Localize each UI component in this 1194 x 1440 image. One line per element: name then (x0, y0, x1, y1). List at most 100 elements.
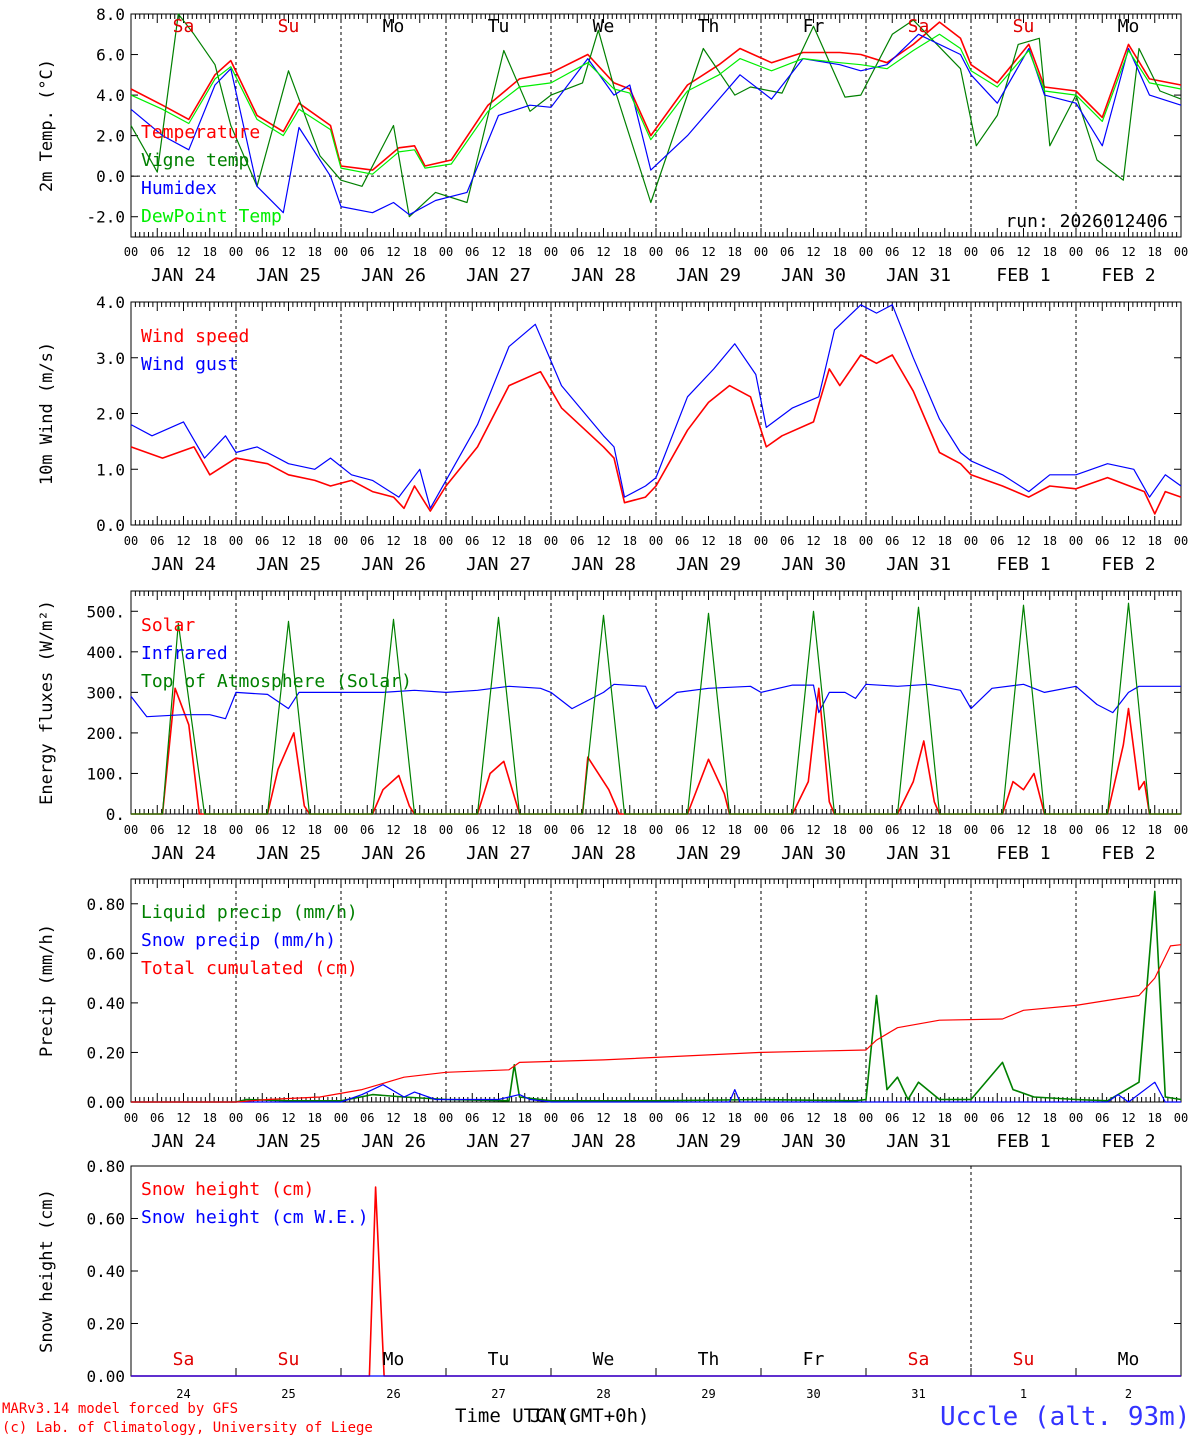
hour-label: 00 (649, 1111, 663, 1125)
hour-label: 00 (1069, 534, 1083, 548)
day-number-label: 26 (386, 1387, 400, 1401)
date-label: JAN 31 (886, 1131, 951, 1152)
series-line-top-of-atmosphere-solar- (131, 602, 1181, 815)
date-label: FEB 1 (996, 554, 1050, 575)
hour-label: 00 (649, 534, 663, 548)
hour-label: 12 (491, 823, 505, 837)
panel-2: 4.0 3.0 2.0 1.0 0.0 10m Wind (m/s) Wind speed W… (37, 293, 1188, 575)
hour-label: 00 (964, 1111, 978, 1125)
hour-label: 12 (176, 823, 190, 837)
hour-label: 18 (203, 534, 217, 548)
date-label: JAN 25 (256, 843, 321, 864)
hour-label: 12 (911, 823, 925, 837)
hour-label: 00 (334, 1111, 348, 1125)
hour-label: 06 (780, 823, 794, 837)
date-label: JAN 25 (256, 1131, 321, 1152)
hour-label: 12 (596, 534, 610, 548)
hour-label: 18 (833, 534, 847, 548)
day-of-week-label: Su (1013, 1349, 1035, 1370)
panel-1: 8.0 6.0 4.0 2.0 0.0 -2.0 2m Temp. (°C) Temperat… (37, 5, 1188, 286)
series-line-snow-precip-mm-h- (131, 1081, 1181, 1103)
hour-label: 06 (1095, 1111, 1109, 1125)
y-tick-label: 4.0 (96, 293, 125, 312)
date-label: FEB 1 (996, 1131, 1050, 1152)
hour-label: 00 (229, 534, 243, 548)
day-of-week-label: We (593, 16, 615, 37)
hour-label: 12 (386, 823, 400, 837)
hour-label: 00 (859, 1111, 873, 1125)
date-label: FEB 1 (996, 843, 1050, 864)
hour-label: 12 (806, 534, 820, 548)
hour-label: 18 (1148, 245, 1162, 259)
date-label: JAN 25 (256, 554, 321, 575)
hour-label: 12 (701, 1111, 715, 1125)
date-label: FEB 2 (1101, 843, 1155, 864)
series-line-temperature (130, 21, 1182, 171)
hour-label: 06 (360, 1111, 374, 1125)
hour-label: 18 (203, 823, 217, 837)
y-axis-label: 10m Wind (m/s) (37, 342, 57, 485)
hour-label: 12 (911, 245, 925, 259)
legend-entry: Top of Atmosphere (Solar) (141, 671, 412, 692)
hour-label: 00 (229, 1111, 243, 1125)
hour-label: 18 (623, 1111, 637, 1125)
hour-label: 00 (754, 1111, 768, 1125)
date-label: JAN 26 (361, 265, 426, 286)
day-of-week-label: Mo (1118, 16, 1140, 37)
hour-label: 12 (1016, 1111, 1030, 1125)
hour-label: 06 (675, 534, 689, 548)
hour-label: 06 (360, 534, 374, 548)
hour-label: 00 (334, 823, 348, 837)
y-tick-label: 0.40 (86, 994, 125, 1013)
hour-label: 06 (150, 245, 164, 259)
hour-label: 12 (1016, 823, 1030, 837)
hour-label: 18 (413, 245, 427, 259)
hour-label: 18 (1148, 823, 1162, 837)
hour-label: 06 (360, 245, 374, 259)
hour-label: 18 (308, 823, 322, 837)
hour-label: 00 (859, 823, 873, 837)
day-of-week-label: Tu (488, 1349, 510, 1370)
hour-label: 18 (938, 245, 952, 259)
y-tick-label: 6.0 (96, 46, 125, 65)
date-label: JAN 27 (466, 265, 531, 286)
hour-label: 00 (754, 245, 768, 259)
hour-label: 00 (124, 534, 138, 548)
hour-label: 12 (911, 534, 925, 548)
date-label: JAN 29 (676, 843, 741, 864)
hour-label: 00 (1069, 1111, 1083, 1125)
hour-label: 06 (990, 245, 1004, 259)
day-number-label: 30 (806, 1387, 820, 1401)
hour-label: 12 (386, 245, 400, 259)
hour-label: 12 (281, 534, 295, 548)
date-label: JAN 27 (466, 1131, 531, 1152)
hour-label: 18 (1043, 1111, 1057, 1125)
y-tick-label: 500. (86, 602, 125, 621)
y-axis-label: 2m Temp. (°C) (37, 59, 57, 192)
hour-label: 00 (964, 245, 978, 259)
hour-label: 06 (885, 823, 899, 837)
hour-label: 00 (544, 1111, 558, 1125)
hour-label: 12 (281, 245, 295, 259)
date-label: JAN 24 (151, 554, 216, 575)
day-of-week-label: Sa (908, 1349, 930, 1370)
y-tick-label: 0.0 (96, 516, 125, 535)
day-number-label: 2 (1125, 1387, 1132, 1401)
hour-label: 06 (255, 534, 269, 548)
date-label: JAN 30 (781, 843, 846, 864)
hour-label: 18 (728, 1111, 742, 1125)
hour-label: 12 (176, 245, 190, 259)
day-of-week-label: Tu (488, 16, 510, 37)
hour-label: 18 (623, 245, 637, 259)
hour-label: 12 (176, 534, 190, 548)
y-tick-label: 1.0 (96, 460, 125, 479)
hour-label: 18 (518, 823, 532, 837)
hour-label: 00 (544, 823, 558, 837)
legend-entry: Total cumulated (cm) (141, 958, 358, 979)
date-label: FEB 1 (996, 265, 1050, 286)
hour-label: 06 (675, 1111, 689, 1125)
hour-label: 12 (281, 823, 295, 837)
hour-label: 00 (754, 823, 768, 837)
date-label: JAN 31 (886, 843, 951, 864)
